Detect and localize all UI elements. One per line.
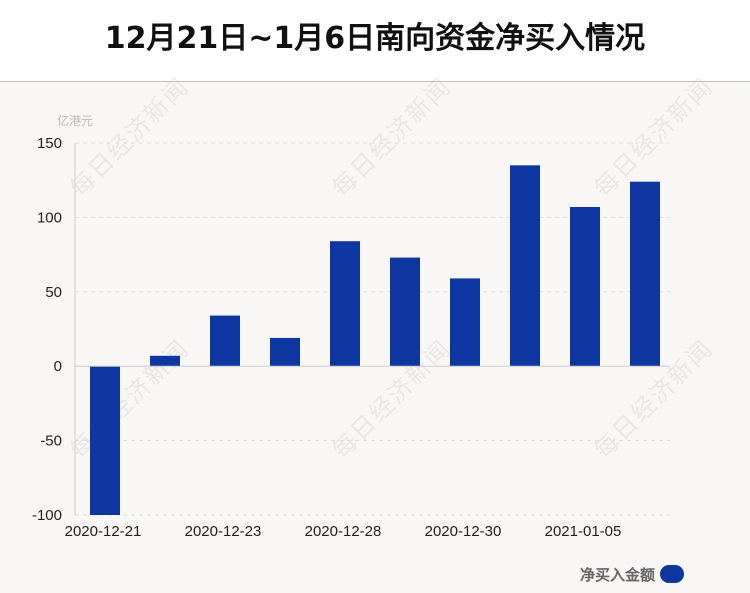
bar xyxy=(330,241,360,367)
y-tick-label: 100 xyxy=(37,209,62,226)
bar xyxy=(150,355,180,367)
x-tick-label: 2020-12-28 xyxy=(305,523,382,540)
title-divider xyxy=(0,81,750,82)
bar xyxy=(570,206,600,367)
bar xyxy=(210,315,240,367)
x-tick-label: 2020-12-30 xyxy=(425,523,502,540)
legend: 净买入金额 xyxy=(580,564,684,584)
y-tick-label: -50 xyxy=(40,433,62,450)
x-tick-label: 2020-12-21 xyxy=(65,523,142,540)
y-tick-label: 50 xyxy=(45,284,62,301)
y-axis-unit: 亿港元 xyxy=(57,113,93,128)
bar xyxy=(90,366,120,515)
bar xyxy=(390,257,420,367)
bar xyxy=(510,165,540,367)
y-tick-label: -100 xyxy=(32,507,62,524)
legend-label: 净买入金额 xyxy=(579,565,655,584)
x-tick-label: 2020-12-23 xyxy=(185,523,262,540)
legend-swatch xyxy=(660,565,684,583)
y-tick-label: 150 xyxy=(37,135,62,152)
bar xyxy=(270,337,300,367)
bar xyxy=(630,181,660,367)
y-tick-label: 0 xyxy=(54,358,62,375)
x-tick-label: 2021-01-05 xyxy=(545,523,622,540)
chart-title: 12月21日~1月6日南向资金净买入情况 xyxy=(0,0,750,81)
bar xyxy=(450,278,480,367)
